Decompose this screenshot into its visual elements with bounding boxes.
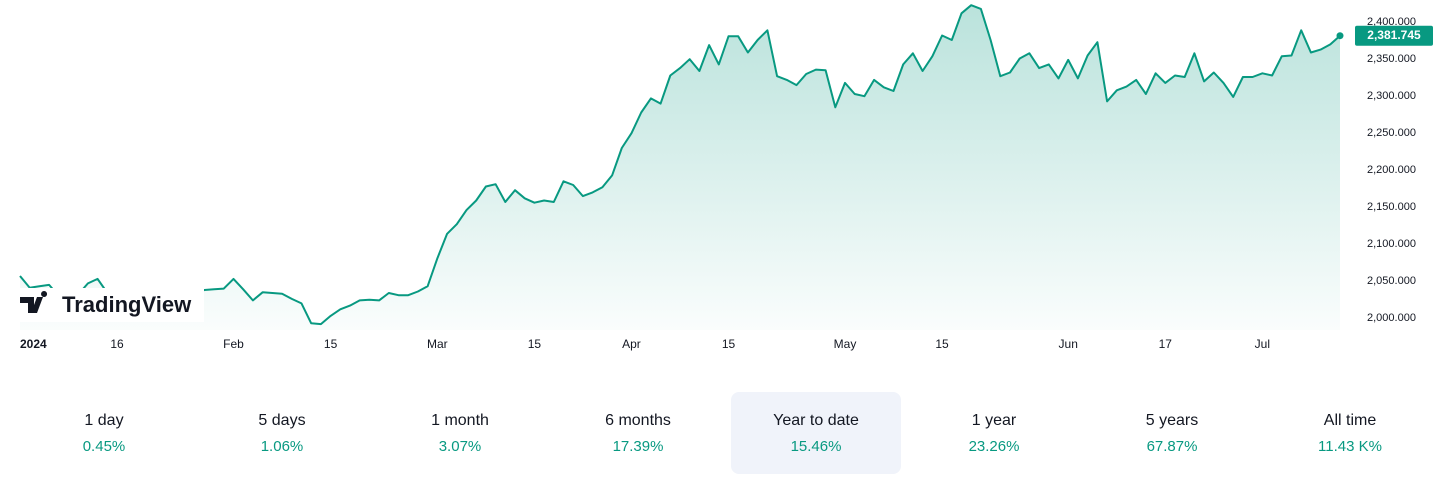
period-tab[interactable]: 1 month 3.07% <box>375 392 545 474</box>
tab-label: 5 years <box>1145 411 1199 429</box>
y-tick-label: 2,350.000 <box>1367 53 1416 65</box>
area-fill <box>20 5 1340 330</box>
y-tick-label: 2,050.000 <box>1367 275 1416 287</box>
y-tick-label: 2,300.000 <box>1367 90 1416 102</box>
last-point <box>1336 32 1344 40</box>
tab-label: 6 months <box>605 411 671 429</box>
period-tab[interactable]: 6 months 17.39% <box>553 392 723 474</box>
x-tick-label: 17 <box>1159 337 1173 351</box>
period-tab[interactable]: 5 days 1.06% <box>197 392 367 474</box>
y-tick-label: 2,250.000 <box>1367 127 1416 139</box>
tab-label: 1 day <box>84 411 124 429</box>
period-tab[interactable]: 1 year 23.26% <box>909 392 1079 474</box>
y-tick-label: 2,000.000 <box>1367 312 1416 324</box>
period-tab[interactable]: All time 11.43 K% <box>1265 392 1435 474</box>
last-value-badge <box>1355 25 1433 46</box>
x-tick-label: Jun <box>1059 337 1078 351</box>
tab-change: 15.46% <box>790 437 842 455</box>
x-tick-label: 15 <box>324 337 338 351</box>
tab-change: 67.87% <box>1146 437 1198 455</box>
period-tab[interactable]: Year to date 15.46% <box>731 392 901 474</box>
period-tabs: 1 day 0.45% 5 days 1.06% 1 month 3.07% 6 month… <box>15 392 1439 474</box>
tab-change: 3.07% <box>438 437 482 455</box>
tab-change: 1.06% <box>260 437 304 455</box>
tab-label: 1 year <box>971 411 1017 429</box>
y-tick-label: 2,150.000 <box>1367 201 1416 213</box>
tab-change: 23.26% <box>968 437 1020 455</box>
last-value-label: 2,381.745 <box>1367 28 1421 42</box>
watermark-logo <box>20 291 48 313</box>
x-tick-label: 16 <box>110 337 124 351</box>
y-tick-label: 2,100.000 <box>1367 238 1416 250</box>
x-tick-label: May <box>834 337 857 351</box>
x-tick-label: Feb <box>223 337 244 351</box>
x-tick-label: Mar <box>427 337 448 351</box>
x-tick-label: 2024 <box>20 337 47 351</box>
watermark-bg <box>18 288 204 322</box>
watermark-text: TradingView <box>62 292 192 317</box>
x-tick-label: 15 <box>528 337 542 351</box>
tab-change: 11.43 K% <box>1318 437 1382 455</box>
y-tick-label: 2,200.000 <box>1367 164 1416 176</box>
y-tick-label: 2,400.000 <box>1367 16 1416 28</box>
tab-change: 0.45% <box>82 437 126 455</box>
tab-label: All time <box>1323 411 1377 429</box>
watermark: TradingView <box>18 288 204 322</box>
tab-label: 1 month <box>431 411 489 429</box>
x-tick-label: 15 <box>935 337 949 351</box>
chart: 2,000.000 2,050.000 2,100.000 2,150.000 2,20… <box>18 4 1433 351</box>
line <box>19 4 1341 326</box>
x-tick-label: Apr <box>622 337 641 351</box>
x-tick-label: Jul <box>1255 337 1270 351</box>
tab-label: 5 days <box>258 411 306 429</box>
tab-label: Year to date <box>773 411 859 429</box>
tab-change: 17.39% <box>612 437 664 455</box>
period-tab[interactable]: 1 day 0.45% <box>19 392 189 474</box>
period-tab[interactable]: 5 years 67.87% <box>1087 392 1257 474</box>
plot-area: 2,000.000 2,050.000 2,100.000 2,150.000 2,20… <box>18 4 1433 351</box>
x-tick-label: 15 <box>722 337 736 351</box>
